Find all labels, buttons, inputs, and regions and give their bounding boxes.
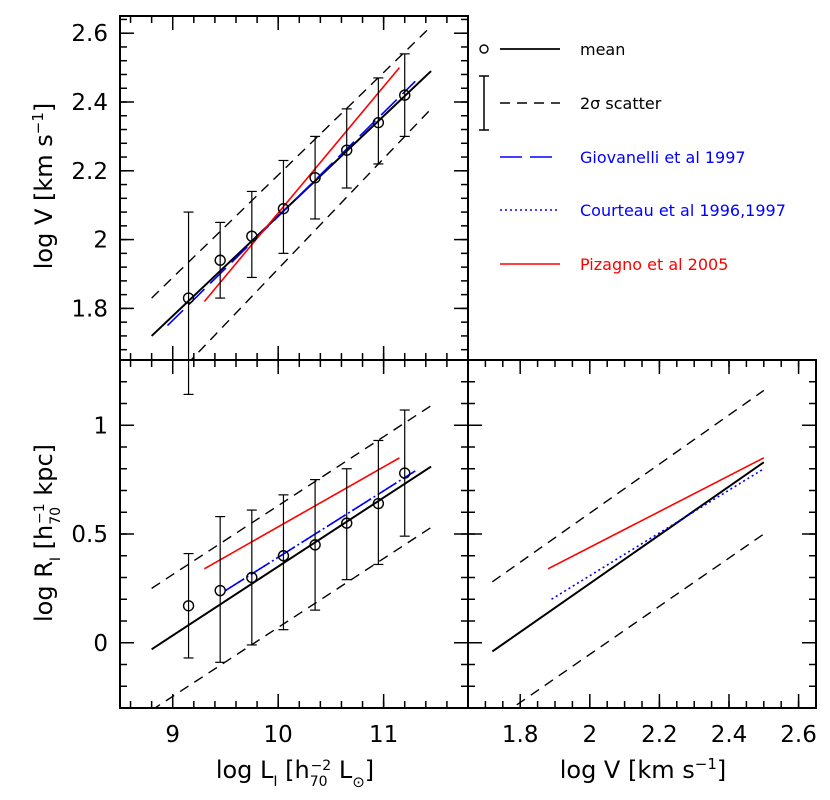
axis-frame: [467, 359, 817, 709]
plot-lines: [491, 389, 765, 708]
y-tick-label: 2.4: [71, 90, 108, 116]
mean-line: [150, 70, 432, 337]
courteau-line: [551, 468, 765, 600]
data-point: [246, 230, 258, 242]
pizagno-line: [203, 457, 400, 570]
x-tick-label: 10: [264, 722, 293, 748]
legend: mean 2σ scatter Giovanelli et al 1997 Co…: [479, 40, 786, 274]
data-point: [182, 600, 195, 612]
data-point: [399, 467, 411, 479]
panel-top-left-velocity-luminosity: 1.8 2 2.2 2.4 2.6: [71, 15, 469, 395]
data-point: [341, 517, 353, 529]
data-point: [277, 550, 290, 562]
panel-bottom-right-size-velocity: 1.8 2 2.2 2.4 2.6: [467, 359, 817, 748]
legend-mean-label: mean: [580, 40, 625, 59]
x-tick-label: 9: [165, 722, 180, 748]
data-point: [182, 292, 195, 304]
mean-line: [491, 461, 765, 653]
data-point: [341, 144, 353, 156]
legend-scatter-label: 2σ scatter: [580, 94, 662, 113]
xlabel-bottom-left: log LI [h70−2 L⊙]: [216, 756, 374, 791]
x-tick-label: 2.2: [641, 722, 678, 748]
ylabel-top-left: log V [km s−1]: [29, 103, 58, 270]
scatter-lower-line: [153, 526, 432, 708]
x-tick-label: 11: [369, 722, 398, 748]
data-point: [399, 89, 411, 101]
data-point: [214, 584, 226, 597]
scatter-upper-line: [491, 389, 765, 583]
ylabel-bottom-left: log RI [h70−1 kpc]: [30, 444, 64, 622]
data-point: [246, 571, 258, 584]
legend-pizagno-label: Pizagno et al 2005: [580, 255, 728, 274]
scatter-upper-line: [151, 25, 432, 299]
y-tick-label: 1: [93, 413, 108, 439]
x-tick-label: 1.8: [502, 722, 539, 748]
pizagno-line: [203, 67, 401, 303]
scatter-lower-line: [190, 108, 432, 360]
y-tick-label: 0.5: [71, 522, 108, 548]
y-tick-label: 2.6: [71, 21, 108, 47]
data-point: [309, 171, 321, 184]
scatter-lower-line: [511, 533, 765, 708]
legend-courteau-label: Courteau et al 1996,1997: [580, 201, 786, 220]
data-point: [277, 202, 290, 215]
axis-frame: [119, 15, 469, 361]
legend-mean-marker: [479, 44, 489, 54]
x-tick-label: 2.4: [711, 722, 748, 748]
data-point: [372, 116, 385, 129]
x-tick-label: 2.6: [780, 722, 817, 748]
courteau-line: [225, 470, 416, 592]
data-point: [309, 539, 321, 551]
plot-lines: [151, 405, 432, 708]
y-tick-label: 1.8: [71, 296, 108, 322]
y-tick-label: 2: [93, 228, 108, 254]
plot-lines: [150, 25, 432, 360]
y-tick-label: 0: [93, 631, 108, 657]
scatter-upper-line: [151, 405, 432, 589]
panel-bottom-left-size-luminosity: 9 10 11 0 0.5 1: [71, 359, 469, 748]
y-tick-label: 2.2: [71, 159, 108, 185]
mean-line: [151, 465, 432, 651]
axis-frame: [119, 359, 469, 709]
x-tick-label: 2: [582, 722, 597, 748]
data-point: [372, 497, 385, 510]
pizagno-line: [547, 457, 765, 570]
xlabel-bottom-right: log V [km s−1]: [560, 755, 727, 784]
legend-giovanelli-label: Giovanelli et al 1997: [580, 148, 746, 167]
data-point: [214, 254, 226, 266]
